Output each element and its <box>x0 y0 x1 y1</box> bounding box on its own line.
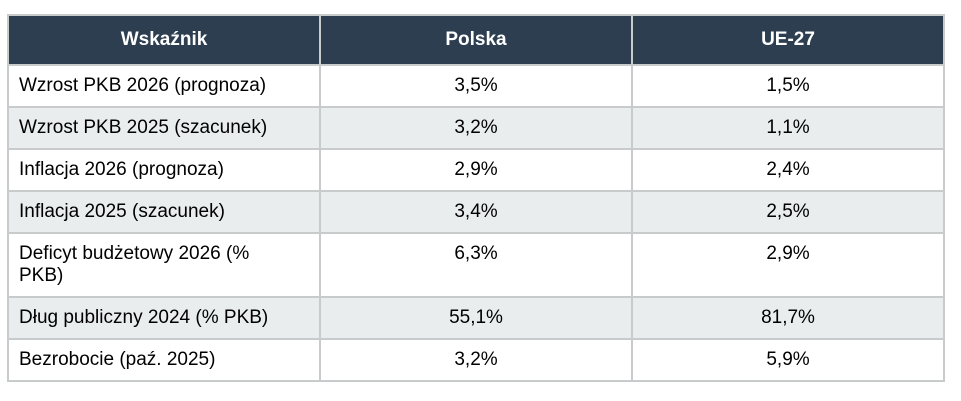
indicator-cell: Dług publiczny 2024 (% PKB) <box>7 296 321 341</box>
table-header: Wskaźnik Polska UE-27 <box>7 14 945 66</box>
column-header-ue27: UE-27 <box>631 14 945 66</box>
indicator-cell: Wzrost PKB 2025 (szacunek) <box>7 106 321 151</box>
table-row: Inflacja 2025 (szacunek) 3,4% 2,5% <box>7 190 945 235</box>
polska-value-cell: 55,1% <box>319 296 633 341</box>
table-row: Wzrost PKB 2026 (prognoza) 3,5% 1,5% <box>7 63 945 109</box>
table-row: Wzrost PKB 2025 (szacunek) 3,2% 1,1% <box>7 106 945 151</box>
indicators-table: Wskaźnik Polska UE-27 Wzrost PKB 2026 (p… <box>7 14 945 383</box>
indicators-table-container: Wskaźnik Polska UE-27 Wzrost PKB 2026 (p… <box>7 14 945 383</box>
polska-value-cell: 3,5% <box>319 63 633 109</box>
ue27-value-cell: 1,1% <box>631 106 945 151</box>
table-body: Wzrost PKB 2026 (prognoza) 3,5% 1,5% Wzrost… <box>7 63 945 383</box>
polska-value-cell: 3,4% <box>319 190 633 235</box>
indicator-cell: Wzrost PKB 2026 (prognoza) <box>7 63 321 109</box>
indicator-cell: Deficyt budżetowy 2026 (% PKB) <box>7 232 321 299</box>
table-row: Bezrobocie (paź. 2025) 3,2% 5,9% <box>7 338 945 383</box>
column-header-indicator: Wskaźnik <box>7 14 321 66</box>
column-header-polska: Polska <box>319 14 633 66</box>
ue27-value-cell: 5,9% <box>631 338 945 383</box>
ue27-value-cell: 2,4% <box>631 148 945 193</box>
polska-value-cell: 6,3% <box>319 232 633 299</box>
ue27-value-cell: 2,9% <box>631 232 945 299</box>
ue27-value-cell: 1,5% <box>631 63 945 109</box>
indicator-cell: Inflacja 2025 (szacunek) <box>7 190 321 235</box>
polska-value-cell: 2,9% <box>319 148 633 193</box>
ue27-value-cell: 81,7% <box>631 296 945 341</box>
table-row: Inflacja 2026 (prognoza) 2,9% 2,4% <box>7 148 945 193</box>
indicator-cell: Bezrobocie (paź. 2025) <box>7 338 321 383</box>
polska-value-cell: 3,2% <box>319 338 633 383</box>
indicator-cell: Inflacja 2026 (prognoza) <box>7 148 321 193</box>
table-row: Deficyt budżetowy 2026 (% PKB) 6,3% 2,9% <box>7 232 945 299</box>
polska-value-cell: 3,2% <box>319 106 633 151</box>
table-row: Dług publiczny 2024 (% PKB) 55,1% 81,7% <box>7 296 945 341</box>
ue27-value-cell: 2,5% <box>631 190 945 235</box>
header-row: Wskaźnik Polska UE-27 <box>7 14 945 66</box>
